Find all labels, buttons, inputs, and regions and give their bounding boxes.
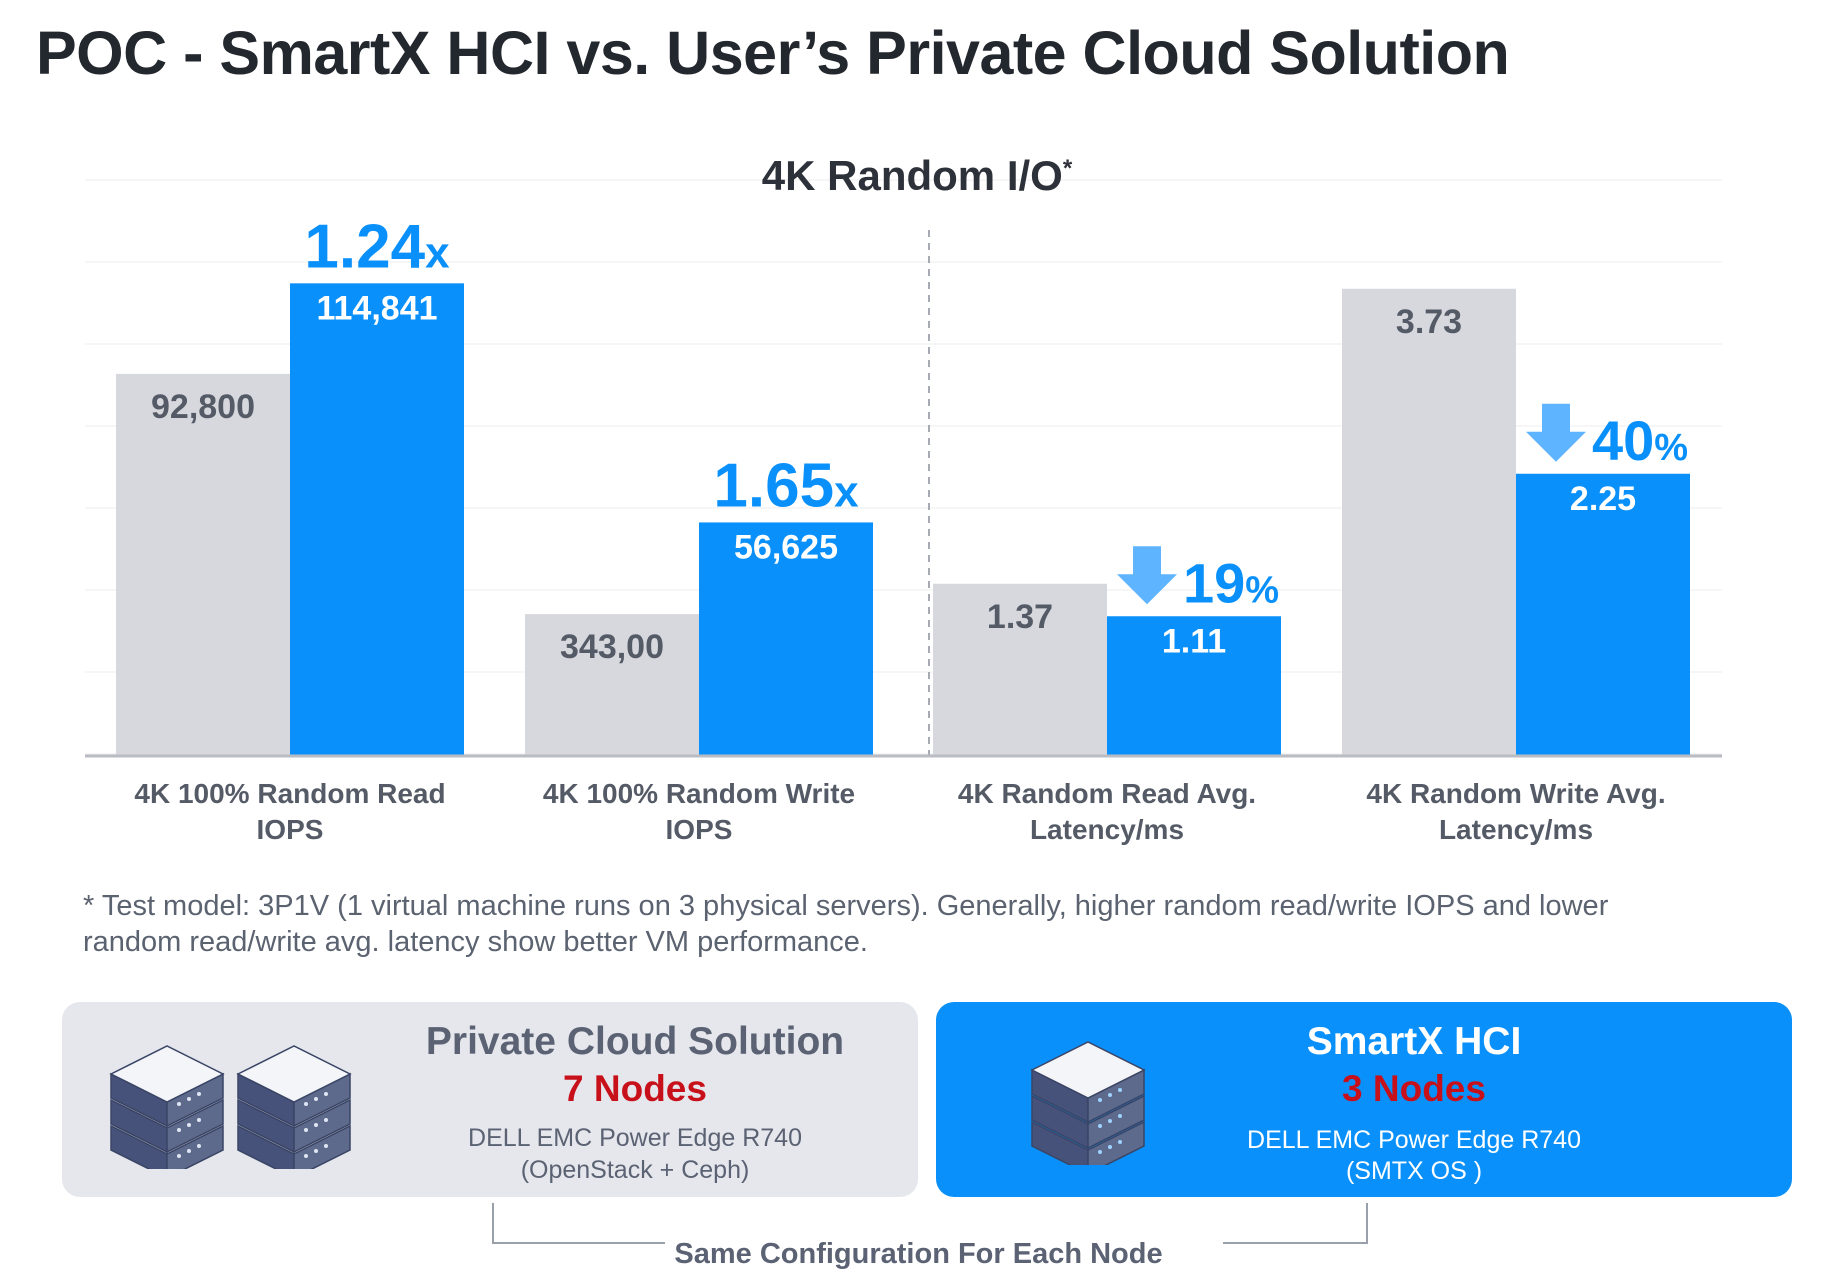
bar: [933, 583, 1107, 755]
card-node-count: 7 Nodes: [563, 1068, 707, 1109]
smartx-hci-card: SmartX HCI 3 Nodes DELL EMC Power Edge R…: [936, 1002, 1792, 1197]
footnote-line-1: * Test model: 3P1V (1 virtual machine ru…: [83, 890, 1609, 922]
server-stack-icon: [109, 1045, 225, 1169]
decrease-annotation: 40%: [1592, 409, 1688, 472]
bar: [1516, 473, 1690, 755]
bar: [699, 522, 873, 755]
bar-value-label: 1.11: [1162, 622, 1226, 660]
server-stack-icon: [236, 1045, 352, 1169]
footnote-line-2: random read/write avg. latency show bett…: [83, 926, 868, 958]
chart-title: 4K Random I/O*: [762, 152, 1073, 199]
bar-value-label: 56,625: [734, 528, 838, 566]
card-node-count: 3 Nodes: [1342, 1068, 1486, 1109]
card-os: (SMTX OS ): [1345, 1157, 1483, 1185]
page-title: POC - SmartX HCI vs. User’s Private Clou…: [36, 19, 1510, 87]
bar-chart: 4K Random I/O* 92,800 114,841 4K 100% Rando…: [85, 152, 1722, 845]
category-label: 4K Random Read Avg.: [958, 778, 1256, 809]
card-os: (OpenStack + Ceph): [520, 1156, 750, 1184]
footnote: * Test model: 3P1V (1 virtual machine ru…: [83, 888, 1763, 960]
bar-value-label: 1.37: [987, 598, 1053, 636]
card-name: Private Cloud Solution: [425, 1020, 845, 1063]
bar-value-label: 114,841: [316, 289, 437, 327]
category-label: Latency/ms: [1030, 814, 1184, 845]
card-model: DELL EMC Power Edge R740: [468, 1124, 802, 1152]
category-label: IOPS: [257, 814, 324, 845]
category-label: 4K 100% Random Read: [134, 778, 445, 809]
card-model: DELL EMC Power Edge R740: [1247, 1126, 1581, 1154]
bar-value-label: 3.73: [1396, 303, 1462, 341]
multiplier-annotation: 1.65x: [713, 451, 859, 520]
decrease-annotation: 19%: [1183, 551, 1279, 614]
category-label: Latency/ms: [1439, 814, 1593, 845]
bar: [525, 614, 699, 755]
config-bracket: [492, 1203, 1368, 1244]
down-arrow-icon: [1526, 403, 1586, 462]
bar: [290, 283, 464, 755]
private-cloud-card: Private Cloud Solution 7 Nodes DELL EMC …: [62, 1002, 918, 1197]
category-label: IOPS: [666, 814, 733, 845]
multiplier-annotation: 1.24x: [304, 212, 450, 281]
bar-value-label: 2.25: [1570, 480, 1636, 518]
same-configuration-label: Same Configuration For Each Node: [674, 1238, 1163, 1270]
bar: [116, 373, 290, 755]
category-label: 4K 100% Random Write: [543, 778, 855, 809]
bar: [1342, 288, 1516, 755]
bar: [1107, 616, 1281, 755]
bar-value-label: 343,00: [560, 628, 664, 666]
category-label: 4K Random Write Avg.: [1366, 778, 1665, 809]
bar-value-label: 92,800: [151, 388, 255, 426]
card-name: SmartX HCI: [1306, 1020, 1522, 1063]
hci-server-stack-icon: [1030, 1041, 1146, 1165]
down-arrow-icon: [1117, 546, 1177, 605]
